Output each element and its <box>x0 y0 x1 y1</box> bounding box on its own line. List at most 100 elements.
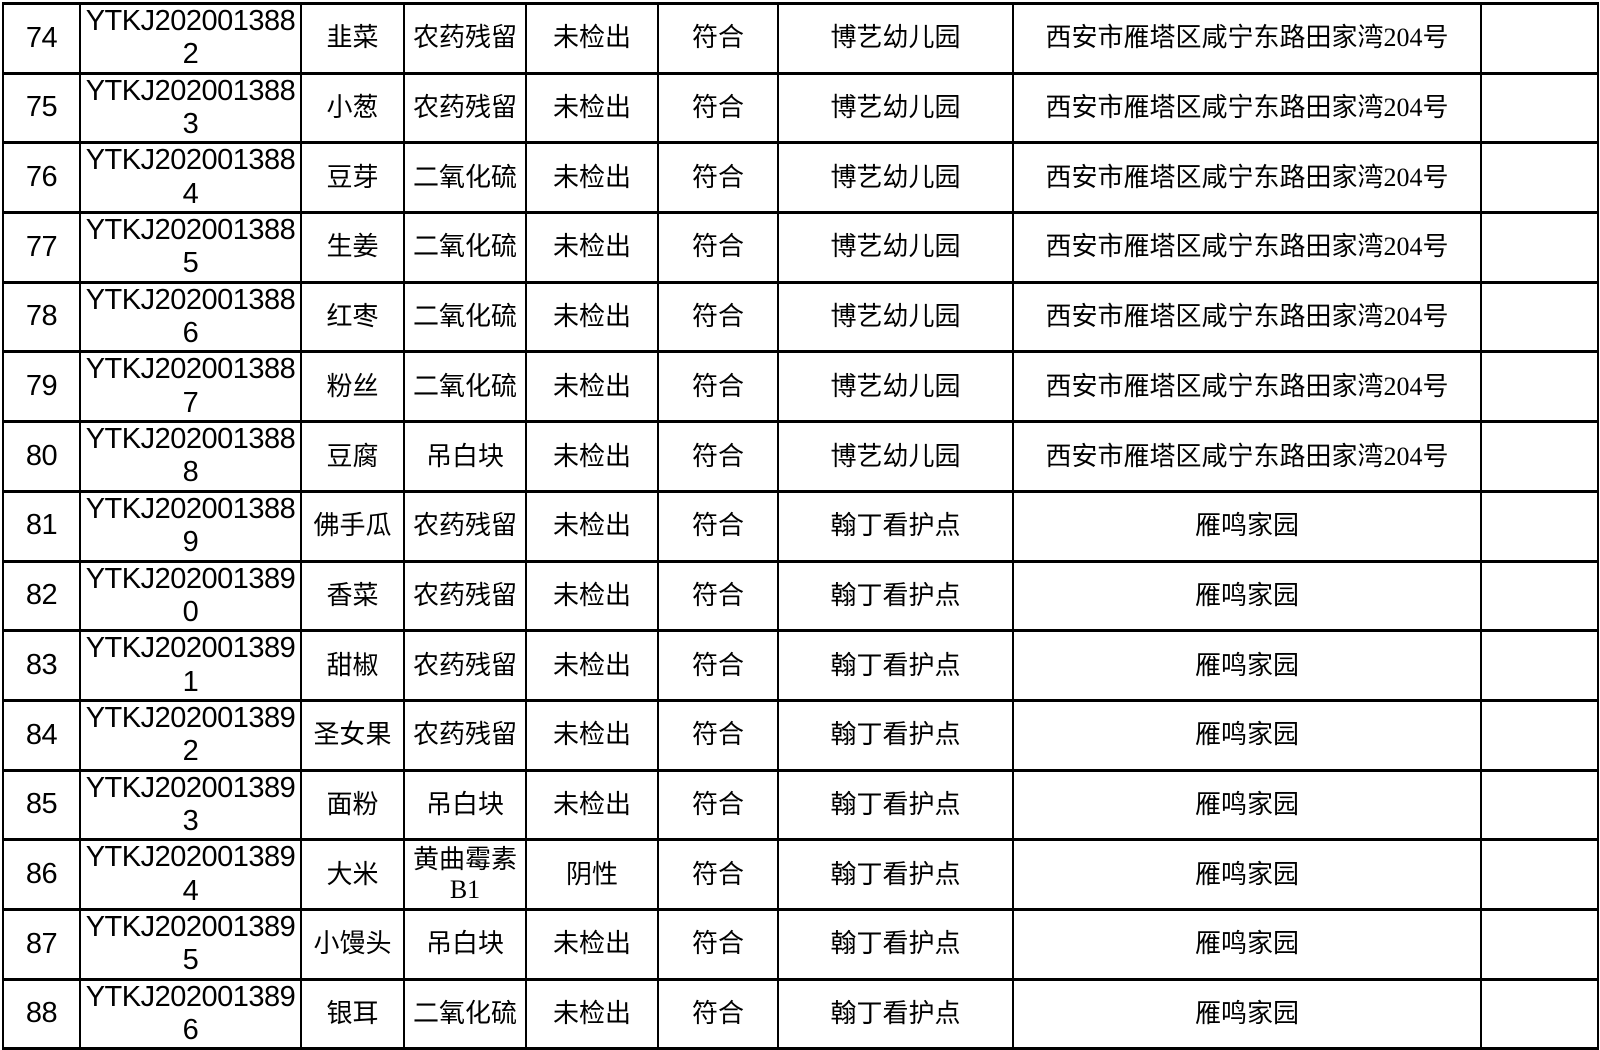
cell-sample-id: YTKJ2020013882 <box>79 2 302 75</box>
cell-address: 雁鸣家园 <box>1012 768 1482 842</box>
cell-conclusion: 符合 <box>657 768 779 842</box>
cell-conclusion: 符合 <box>657 420 779 493</box>
cell-test-item: 农药残留 <box>403 559 527 633</box>
cell-test-item: 二氧化硫 <box>403 141 527 215</box>
cell-test-result: 未检出 <box>525 559 659 633</box>
cell-conclusion: 符合 <box>657 489 779 563</box>
cell-conclusion: 符合 <box>657 698 779 772</box>
cell-serial-number: 77 <box>2 211 81 284</box>
cell-test-item: 吊白块 <box>403 768 527 842</box>
cell-remark <box>1480 420 1599 493</box>
cell-address: 西安市雁塔区咸宁东路田家湾204号 <box>1012 280 1482 354</box>
cell-sample-name: 粉丝 <box>300 350 405 424</box>
cell-conclusion: 符合 <box>657 977 779 1050</box>
cell-serial-number: 82 <box>2 559 81 633</box>
cell-sample-name: 韭菜 <box>300 2 405 75</box>
cell-sample-name: 银耳 <box>300 977 405 1050</box>
cell-sample-name: 小馒头 <box>300 907 405 981</box>
cell-unit-name: 博艺幼儿园 <box>777 71 1014 145</box>
cell-conclusion: 符合 <box>657 838 779 911</box>
cell-unit-name: 翰丁看护点 <box>777 768 1014 842</box>
cell-address: 雁鸣家园 <box>1012 698 1482 772</box>
cell-serial-number: 86 <box>2 838 81 911</box>
cell-sample-name: 红枣 <box>300 280 405 354</box>
cell-conclusion: 符合 <box>657 907 779 981</box>
cell-test-result: 未检出 <box>525 629 659 702</box>
cell-conclusion: 符合 <box>657 280 779 354</box>
cell-test-item: 黄曲霉素B1 <box>403 838 527 911</box>
cell-remark <box>1480 71 1599 145</box>
cell-unit-name: 翰丁看护点 <box>777 698 1014 772</box>
cell-test-result: 未检出 <box>525 280 659 354</box>
cell-unit-name: 翰丁看护点 <box>777 838 1014 911</box>
cell-remark <box>1480 977 1599 1050</box>
cell-serial-number: 74 <box>2 2 81 75</box>
cell-unit-name: 翰丁看护点 <box>777 559 1014 633</box>
cell-test-item: 吊白块 <box>403 420 527 493</box>
cell-conclusion: 符合 <box>657 211 779 284</box>
cell-unit-name: 翰丁看护点 <box>777 489 1014 563</box>
cell-sample-id: YTKJ2020013888 <box>79 420 302 493</box>
cell-test-result: 未检出 <box>525 141 659 215</box>
cell-serial-number: 85 <box>2 768 81 842</box>
cell-sample-id: YTKJ2020013890 <box>79 559 302 633</box>
cell-serial-number: 81 <box>2 489 81 563</box>
cell-test-item: 农药残留 <box>403 629 527 702</box>
cell-sample-name: 豆芽 <box>300 141 405 215</box>
cell-address: 雁鸣家园 <box>1012 489 1482 563</box>
cell-remark <box>1480 698 1599 772</box>
cell-sample-id: YTKJ2020013893 <box>79 768 302 842</box>
cell-serial-number: 88 <box>2 977 81 1050</box>
cell-test-result: 未检出 <box>525 768 659 842</box>
cell-sample-id: YTKJ2020013884 <box>79 141 302 215</box>
cell-conclusion: 符合 <box>657 2 779 75</box>
cell-sample-name: 香菜 <box>300 559 405 633</box>
cell-test-result: 未检出 <box>525 211 659 284</box>
cell-remark <box>1480 559 1599 633</box>
cell-test-result: 阴性 <box>525 838 659 911</box>
cell-sample-id: YTKJ2020013891 <box>79 629 302 702</box>
cell-test-result: 未检出 <box>525 71 659 145</box>
cell-sample-id: YTKJ2020013895 <box>79 907 302 981</box>
cell-address: 西安市雁塔区咸宁东路田家湾204号 <box>1012 420 1482 493</box>
cell-test-result: 未检出 <box>525 350 659 424</box>
cell-address: 雁鸣家园 <box>1012 907 1482 981</box>
cell-test-item: 二氧化硫 <box>403 211 527 284</box>
cell-test-item: 农药残留 <box>403 71 527 145</box>
cell-address: 西安市雁塔区咸宁东路田家湾204号 <box>1012 211 1482 284</box>
cell-test-item: 农药残留 <box>403 698 527 772</box>
cell-serial-number: 75 <box>2 71 81 145</box>
cell-unit-name: 博艺幼儿园 <box>777 280 1014 354</box>
cell-sample-name: 面粉 <box>300 768 405 842</box>
cell-serial-number: 87 <box>2 907 81 981</box>
cell-remark <box>1480 350 1599 424</box>
cell-remark <box>1480 629 1599 702</box>
cell-unit-name: 翰丁看护点 <box>777 629 1014 702</box>
cell-serial-number: 84 <box>2 698 81 772</box>
cell-serial-number: 76 <box>2 141 81 215</box>
table-row: 80 YTKJ2020013888 豆腐 吊白块 未检出 符合 博艺幼儿园 西安… <box>2 420 1599 493</box>
cell-address: 西安市雁塔区咸宁东路田家湾204号 <box>1012 350 1482 424</box>
cell-address: 西安市雁塔区咸宁东路田家湾204号 <box>1012 2 1482 75</box>
cell-sample-name: 豆腐 <box>300 420 405 493</box>
cell-conclusion: 符合 <box>657 350 779 424</box>
cell-test-result: 未检出 <box>525 977 659 1050</box>
cell-test-result: 未检出 <box>525 420 659 493</box>
table-row: 87 YTKJ2020013895 小馒头 吊白块 未检出 符合 翰丁看护点 雁… <box>2 907 1599 981</box>
cell-conclusion: 符合 <box>657 559 779 633</box>
cell-address: 西安市雁塔区咸宁东路田家湾204号 <box>1012 141 1482 215</box>
cell-test-item: 二氧化硫 <box>403 280 527 354</box>
cell-unit-name: 翰丁看护点 <box>777 977 1014 1050</box>
cell-test-item: 二氧化硫 <box>403 977 527 1050</box>
cell-test-result: 未检出 <box>525 698 659 772</box>
cell-address: 雁鸣家园 <box>1012 977 1482 1050</box>
cell-test-result: 未检出 <box>525 489 659 563</box>
cell-unit-name: 博艺幼儿园 <box>777 2 1014 75</box>
table-row: 84 YTKJ2020013892 圣女果 农药残留 未检出 符合 翰丁看护点 … <box>2 698 1599 772</box>
cell-sample-id: YTKJ2020013896 <box>79 977 302 1050</box>
cell-sample-id: YTKJ2020013883 <box>79 71 302 145</box>
cell-conclusion: 符合 <box>657 71 779 145</box>
table-row: 82 YTKJ2020013890 香菜 农药残留 未检出 符合 翰丁看护点 雁… <box>2 559 1599 633</box>
cell-remark <box>1480 2 1599 75</box>
